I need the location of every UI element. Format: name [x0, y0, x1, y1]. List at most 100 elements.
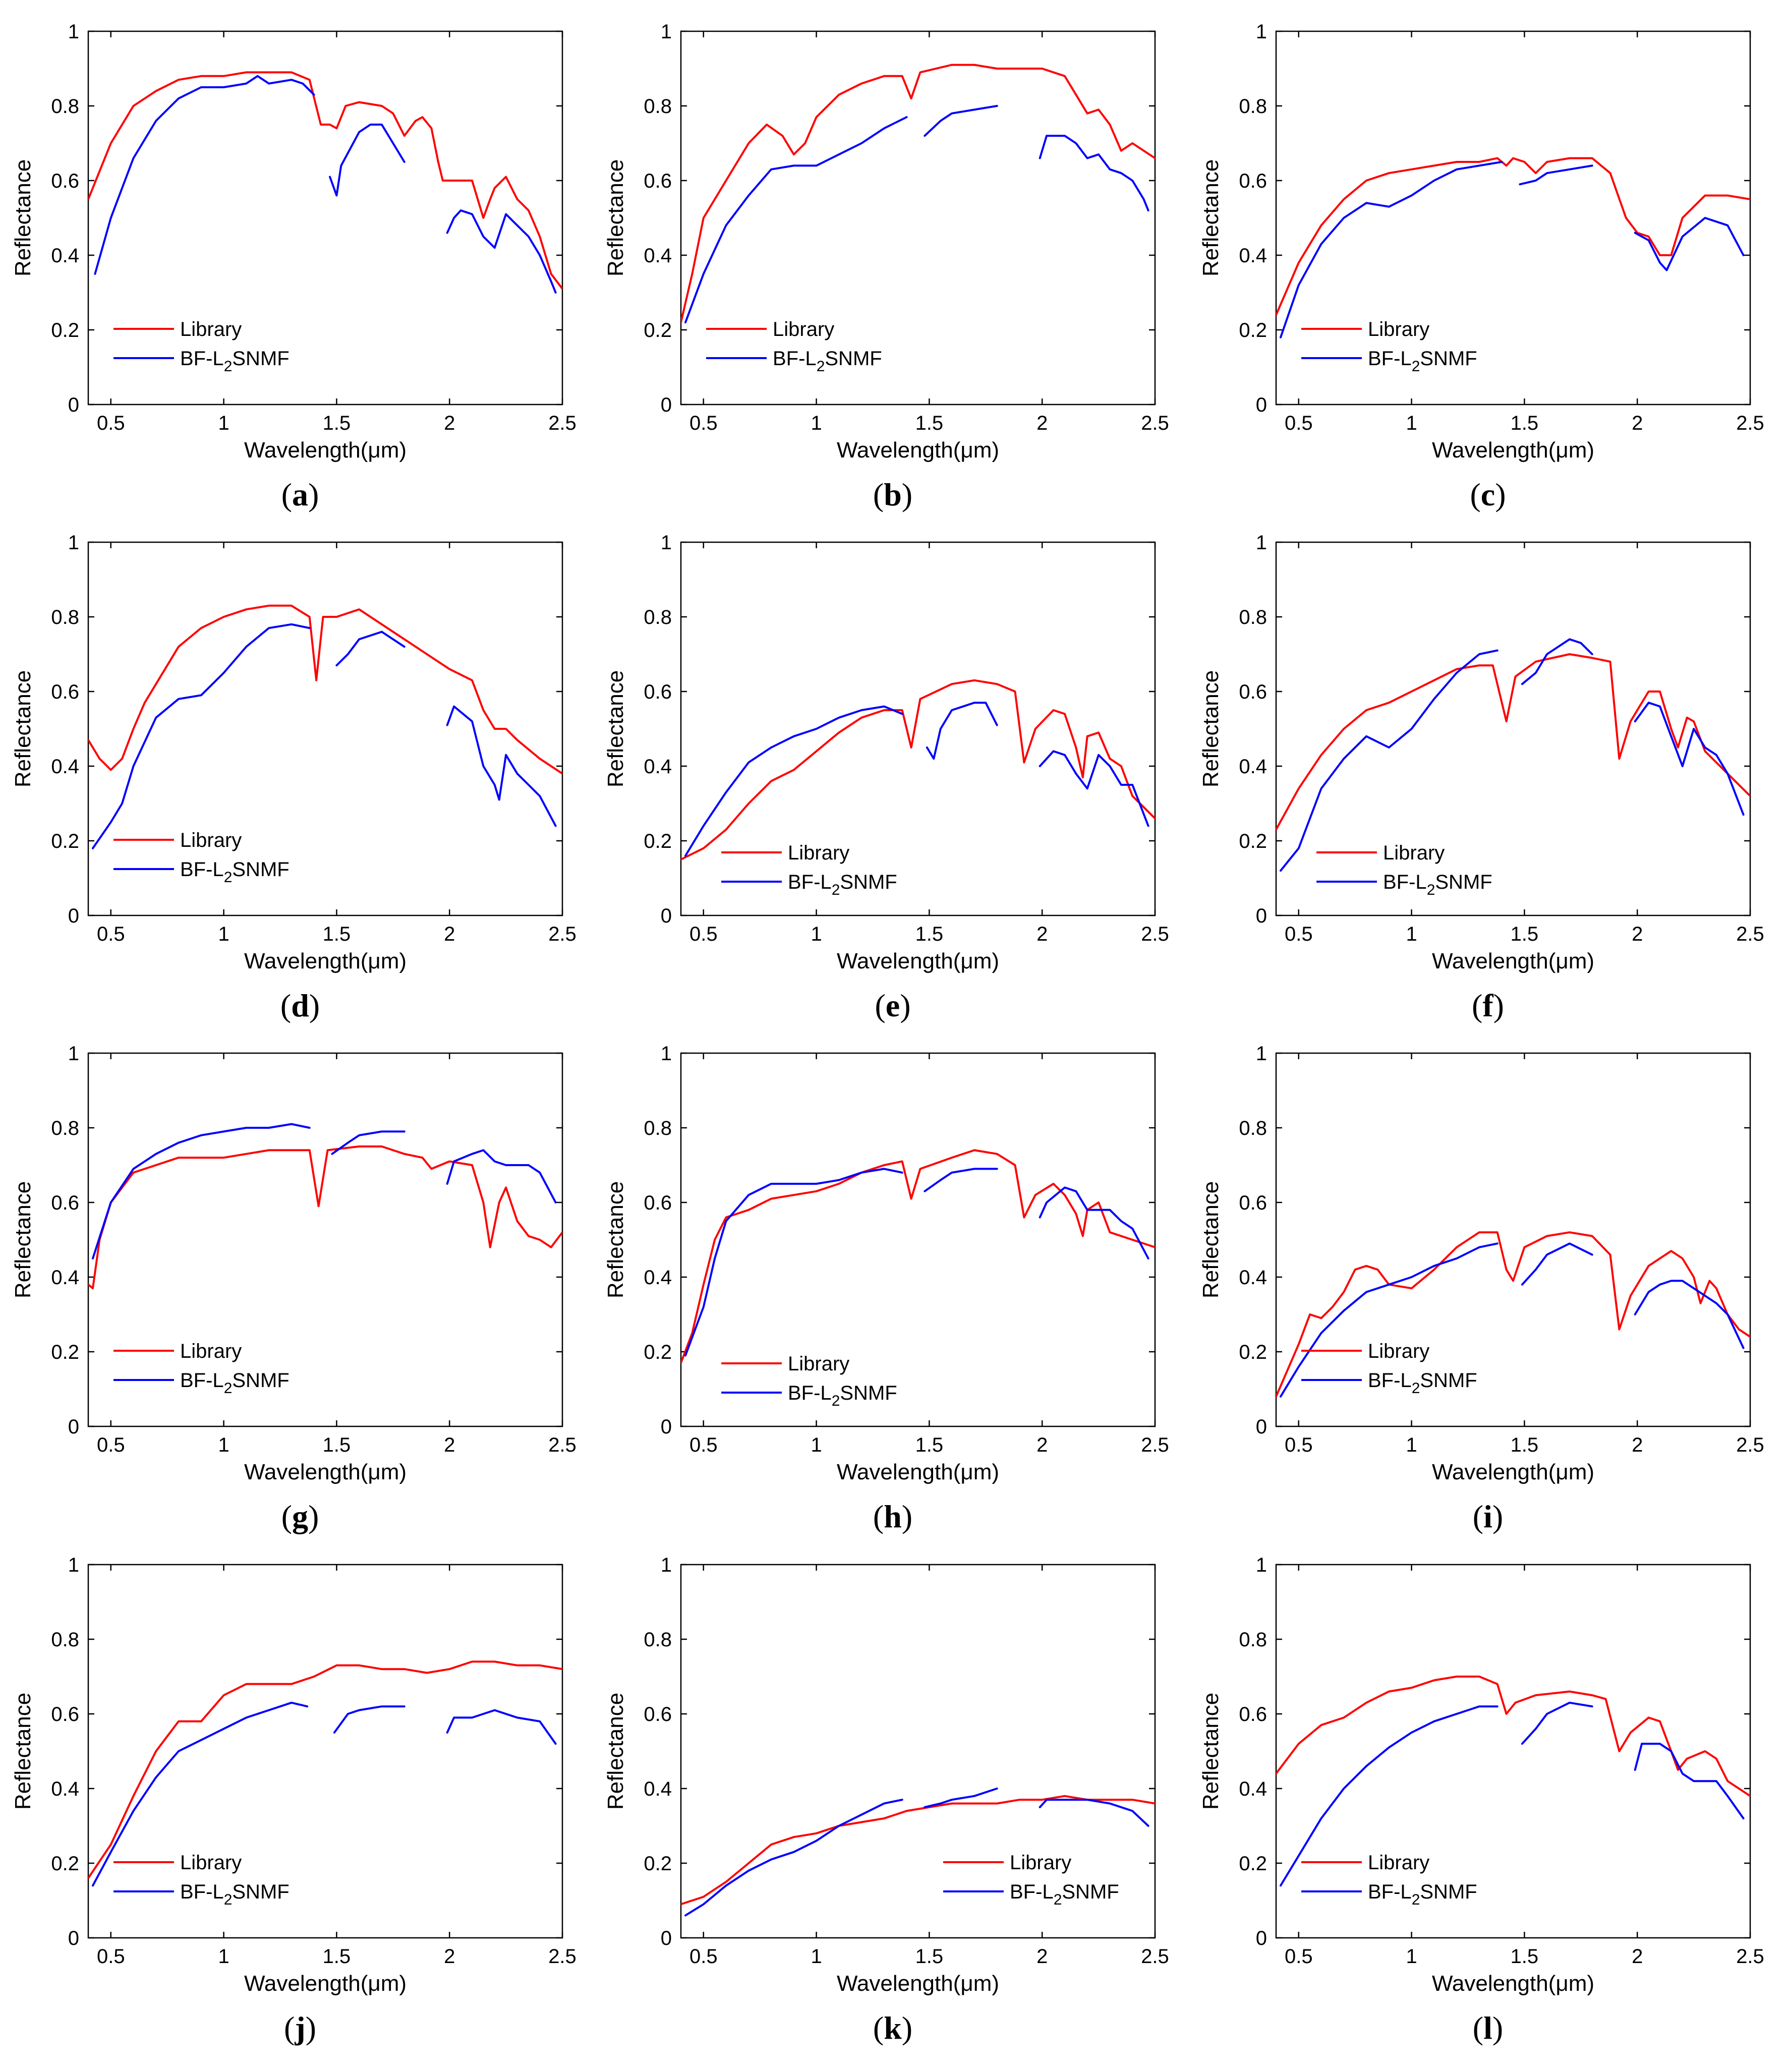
x-tick-label: 1.5 — [915, 1434, 944, 1456]
x-tick-label: 1.5 — [323, 1434, 351, 1456]
series-line-library — [681, 679, 1155, 860]
y-tick-label: 0 — [68, 1927, 79, 1949]
y-tick-label: 0.6 — [51, 681, 79, 703]
series-line-bf-l2snmf — [684, 1799, 903, 1917]
series-line-bf-l2snmf — [446, 705, 557, 827]
y-tick-label: 0.8 — [644, 1117, 672, 1139]
x-tick-label: 2 — [1036, 1945, 1048, 1968]
plot-frame — [87, 541, 563, 916]
panel-label: (h) — [873, 1499, 912, 1534]
series-lines — [1276, 157, 1750, 338]
y-tick-label: 0.2 — [1239, 319, 1267, 341]
x-tick-label: 1 — [1406, 1945, 1417, 1968]
y-tick-label: 0.4 — [51, 1778, 79, 1800]
y-tick-label: 0.4 — [1239, 1267, 1267, 1289]
x-axis-label: Wavelength(μm) — [1432, 949, 1594, 973]
series-line-bf-l2snmf — [446, 1709, 557, 1745]
y-axis-label: Reflectance — [11, 670, 35, 787]
legend-label-library: Library — [1368, 1852, 1429, 1874]
x-tick-label: 2 — [444, 1434, 455, 1456]
x-tick-label: 0.5 — [689, 1434, 718, 1456]
y-tick-label: 1 — [1256, 532, 1267, 554]
series-line-bf-l2snmf — [924, 1788, 998, 1808]
x-tick-label: 2.5 — [1141, 1945, 1169, 1968]
y-tick-label: 0 — [661, 905, 672, 927]
plot-frame — [1275, 541, 1751, 916]
y-axis-label: Reflectance — [11, 1181, 35, 1298]
x-tick-label: 1.5 — [1511, 1434, 1539, 1456]
x-tick-label: 1.5 — [323, 412, 351, 434]
series-line-bf-l2snmf — [92, 623, 311, 849]
x-axis-label: Wavelength(μm) — [837, 438, 999, 463]
series-line-bf-l2snmf — [92, 1123, 311, 1259]
panel-label: (a) — [281, 477, 319, 512]
series-line-bf-l2snmf — [1280, 1242, 1499, 1398]
series-line-library — [1276, 1676, 1750, 1797]
y-tick-label: 1 — [68, 532, 79, 554]
x-tick-label: 0.5 — [97, 412, 125, 434]
x-tick-label: 0.5 — [97, 1945, 125, 1968]
x-tick-label: 2 — [1632, 1434, 1643, 1456]
x-tick-label: 1.5 — [915, 1945, 944, 1968]
series-line-bf-l2snmf — [446, 209, 557, 294]
y-tick-label: 0.2 — [644, 1341, 672, 1363]
x-tick-label: 2.5 — [1736, 923, 1764, 945]
x-tick-label: 2 — [1632, 1945, 1643, 1968]
y-tick-label: 0.8 — [51, 1117, 79, 1139]
y-tick-label: 0.8 — [51, 95, 79, 118]
x-tick-label: 0.5 — [1285, 1434, 1313, 1456]
y-tick-label: 1 — [1256, 1043, 1267, 1065]
y-axis-label: Reflectance — [603, 1693, 628, 1810]
series-line-library — [88, 1660, 562, 1879]
y-tick-label: 1 — [661, 1043, 672, 1065]
y-tick-label: 0.2 — [51, 319, 79, 341]
series-line-library — [681, 1149, 1155, 1364]
x-tick-label: 1 — [811, 412, 822, 434]
series-line-bf-l2snmf — [1634, 1743, 1745, 1820]
y-axis-label: Reflectance — [11, 159, 35, 276]
series-line-bf-l2snmf — [684, 705, 903, 857]
series-line-bf-l2snmf — [1634, 702, 1745, 816]
y-tick-label: 0.6 — [644, 681, 672, 703]
legend-label-library: Library — [788, 842, 849, 864]
y-tick-label: 0 — [1256, 1416, 1267, 1438]
y-tick-label: 0 — [1256, 1927, 1267, 1949]
x-tick-label: 2.5 — [548, 1945, 577, 1968]
series-line-bf-l2snmf — [1039, 1799, 1149, 1827]
x-tick-label: 0.5 — [97, 1434, 125, 1456]
y-axis-label: Reflectance — [11, 1693, 35, 1810]
legend-label-library: Library — [773, 318, 834, 340]
series-line-library — [88, 1145, 562, 1290]
x-axis-label: Wavelength(μm) — [244, 949, 407, 973]
x-tick-label: 1.5 — [323, 1945, 351, 1968]
series-line-bf-l2snmf — [333, 1705, 406, 1734]
y-tick-label: 0.4 — [644, 1778, 672, 1800]
legend-label-library: Library — [1368, 1340, 1429, 1362]
plot-frame — [1275, 1564, 1751, 1939]
panel-label: (c) — [1470, 477, 1506, 512]
series-lines — [1276, 638, 1750, 872]
y-tick-label: 0.8 — [1239, 1629, 1267, 1651]
y-tick-label: 0.4 — [1239, 245, 1267, 267]
y-tick-label: 0.6 — [51, 170, 79, 192]
y-tick-label: 0 — [661, 1927, 672, 1949]
series-lines — [681, 1149, 1155, 1364]
y-tick-label: 0.8 — [644, 606, 672, 628]
plot-frame — [680, 541, 1156, 916]
x-tick-label: 1.5 — [1511, 1945, 1539, 1968]
y-axis-label: Reflectance — [1198, 1181, 1223, 1298]
series-line-bf-l2snmf — [684, 1168, 903, 1357]
panel-i: 0.5 1 1.5 2 2.5 0 0.2 0.4 0.6 0.8 1 Wavelength(μm) R… — [1198, 1043, 1764, 1534]
x-axis-label: Wavelength(μm) — [1432, 1460, 1594, 1484]
x-tick-label: 1 — [218, 923, 229, 945]
panel-label: (e) — [875, 988, 910, 1023]
y-tick-label: 1 — [68, 21, 79, 43]
panel-g: 0.5 1 1.5 2 2.5 0 0.2 0.4 0.6 0.8 1 Wavelength(μm) R… — [11, 1043, 577, 1534]
x-axis-label: Wavelength(μm) — [244, 1460, 407, 1484]
series-lines — [681, 64, 1155, 324]
y-tick-label: 0.2 — [51, 1853, 79, 1875]
y-axis-label: Reflectance — [1198, 1693, 1223, 1810]
x-axis-label: Wavelength(μm) — [837, 1460, 999, 1484]
x-axis-label: Wavelength(μm) — [837, 949, 999, 973]
